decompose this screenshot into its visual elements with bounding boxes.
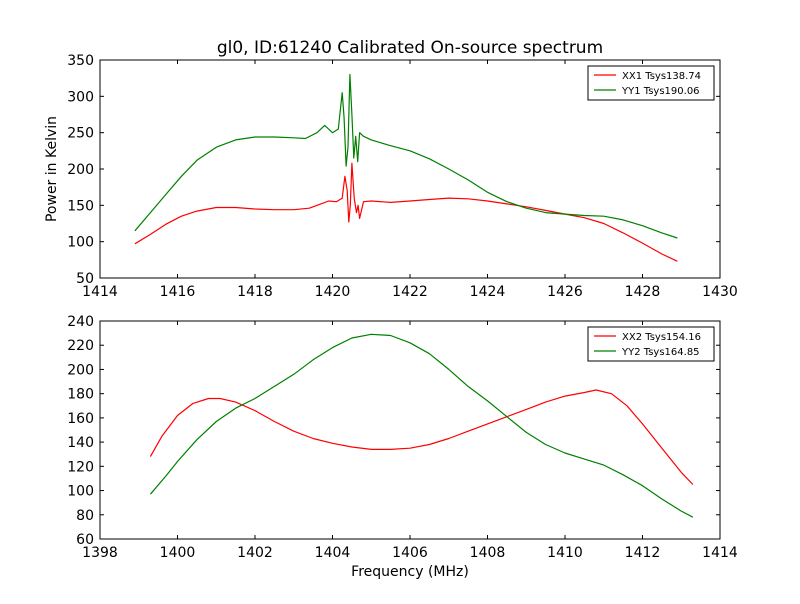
series-line-yy <box>134 73 678 239</box>
x-tick-label: 1414 <box>82 284 118 300</box>
y-tick-label: 50 <box>76 271 94 287</box>
y-tick-label: 350 <box>67 53 94 69</box>
y-tick-label: 250 <box>67 126 94 142</box>
y-tick-label: 220 <box>67 338 94 354</box>
x-tick-label: 1422 <box>392 284 428 300</box>
y-tick-label: 160 <box>67 411 94 427</box>
y-tick-label: 180 <box>67 387 94 403</box>
y-tick-label: 200 <box>67 362 94 378</box>
y-tick-label: 100 <box>67 484 94 500</box>
panels: 1414 1416 1418 1420 1422 1424 1426 1428 1430 50 10… <box>67 53 738 561</box>
x-tick-label: 1424 <box>470 284 506 300</box>
y-tick-label: 60 <box>76 532 94 548</box>
x-tick-label: 1428 <box>625 284 661 300</box>
x-tick-label: 1404 <box>315 545 351 561</box>
x-axis-label: Frequency (MHz) <box>351 564 469 580</box>
x-tick-label: 1416 <box>160 284 196 300</box>
x-tick-label: 1414 <box>702 545 738 561</box>
x-tick-label: 1418 <box>237 284 273 300</box>
x-tick-label: 1398 <box>82 545 118 561</box>
y-tick-label: 150 <box>67 198 94 214</box>
legend-label: YY2 Tsys164.85 <box>621 347 700 358</box>
x-tick-label: 1426 <box>547 284 583 300</box>
series-line-yy <box>149 333 694 518</box>
legend: XX2 Tsys154.16 YY2 Tsys164.85 <box>587 326 715 362</box>
legend-box <box>587 326 715 362</box>
legend-label: YY1 Tsys190.06 <box>621 86 700 97</box>
y-tick-label: 200 <box>67 162 94 178</box>
y-tick-label: 100 <box>67 235 94 251</box>
y-tick-label: 300 <box>67 89 94 105</box>
subplot-1: 1414 1416 1418 1420 1422 1424 1426 1428 1430 50 10… <box>67 53 738 300</box>
y-tick-label: 80 <box>76 508 94 524</box>
legend-box <box>587 65 715 101</box>
x-tick-label: 1402 <box>237 545 273 561</box>
y-tick-label: 140 <box>67 435 94 451</box>
legend: XX1 Tsys138.74 YY1 Tsys190.06 <box>587 65 715 101</box>
chart-title: gl0, ID:61240 Calibrated On-source spect… <box>217 38 603 58</box>
series-line-xx <box>149 389 694 485</box>
x-tick-label: 1400 <box>160 545 196 561</box>
series-line-xx <box>134 162 678 262</box>
x-tick-label: 1420 <box>315 284 351 300</box>
x-tick-label: 1408 <box>470 545 506 561</box>
y-axis-label: Power in Kelvin <box>44 116 60 222</box>
x-tick-label: 1430 <box>702 284 738 300</box>
legend-label: XX2 Tsys154.16 <box>622 332 701 343</box>
subplot-2: 1398 1400 1402 1404 1406 1408 1410 1412 1414 60 80… <box>67 314 738 561</box>
x-tick-label: 1412 <box>625 545 661 561</box>
x-tick-label: 1410 <box>547 545 583 561</box>
y-tick-label: 240 <box>67 314 94 330</box>
y-tick-label: 120 <box>67 459 94 475</box>
x-tick-label: 1406 <box>392 545 428 561</box>
legend-label: XX1 Tsys138.74 <box>622 71 701 82</box>
